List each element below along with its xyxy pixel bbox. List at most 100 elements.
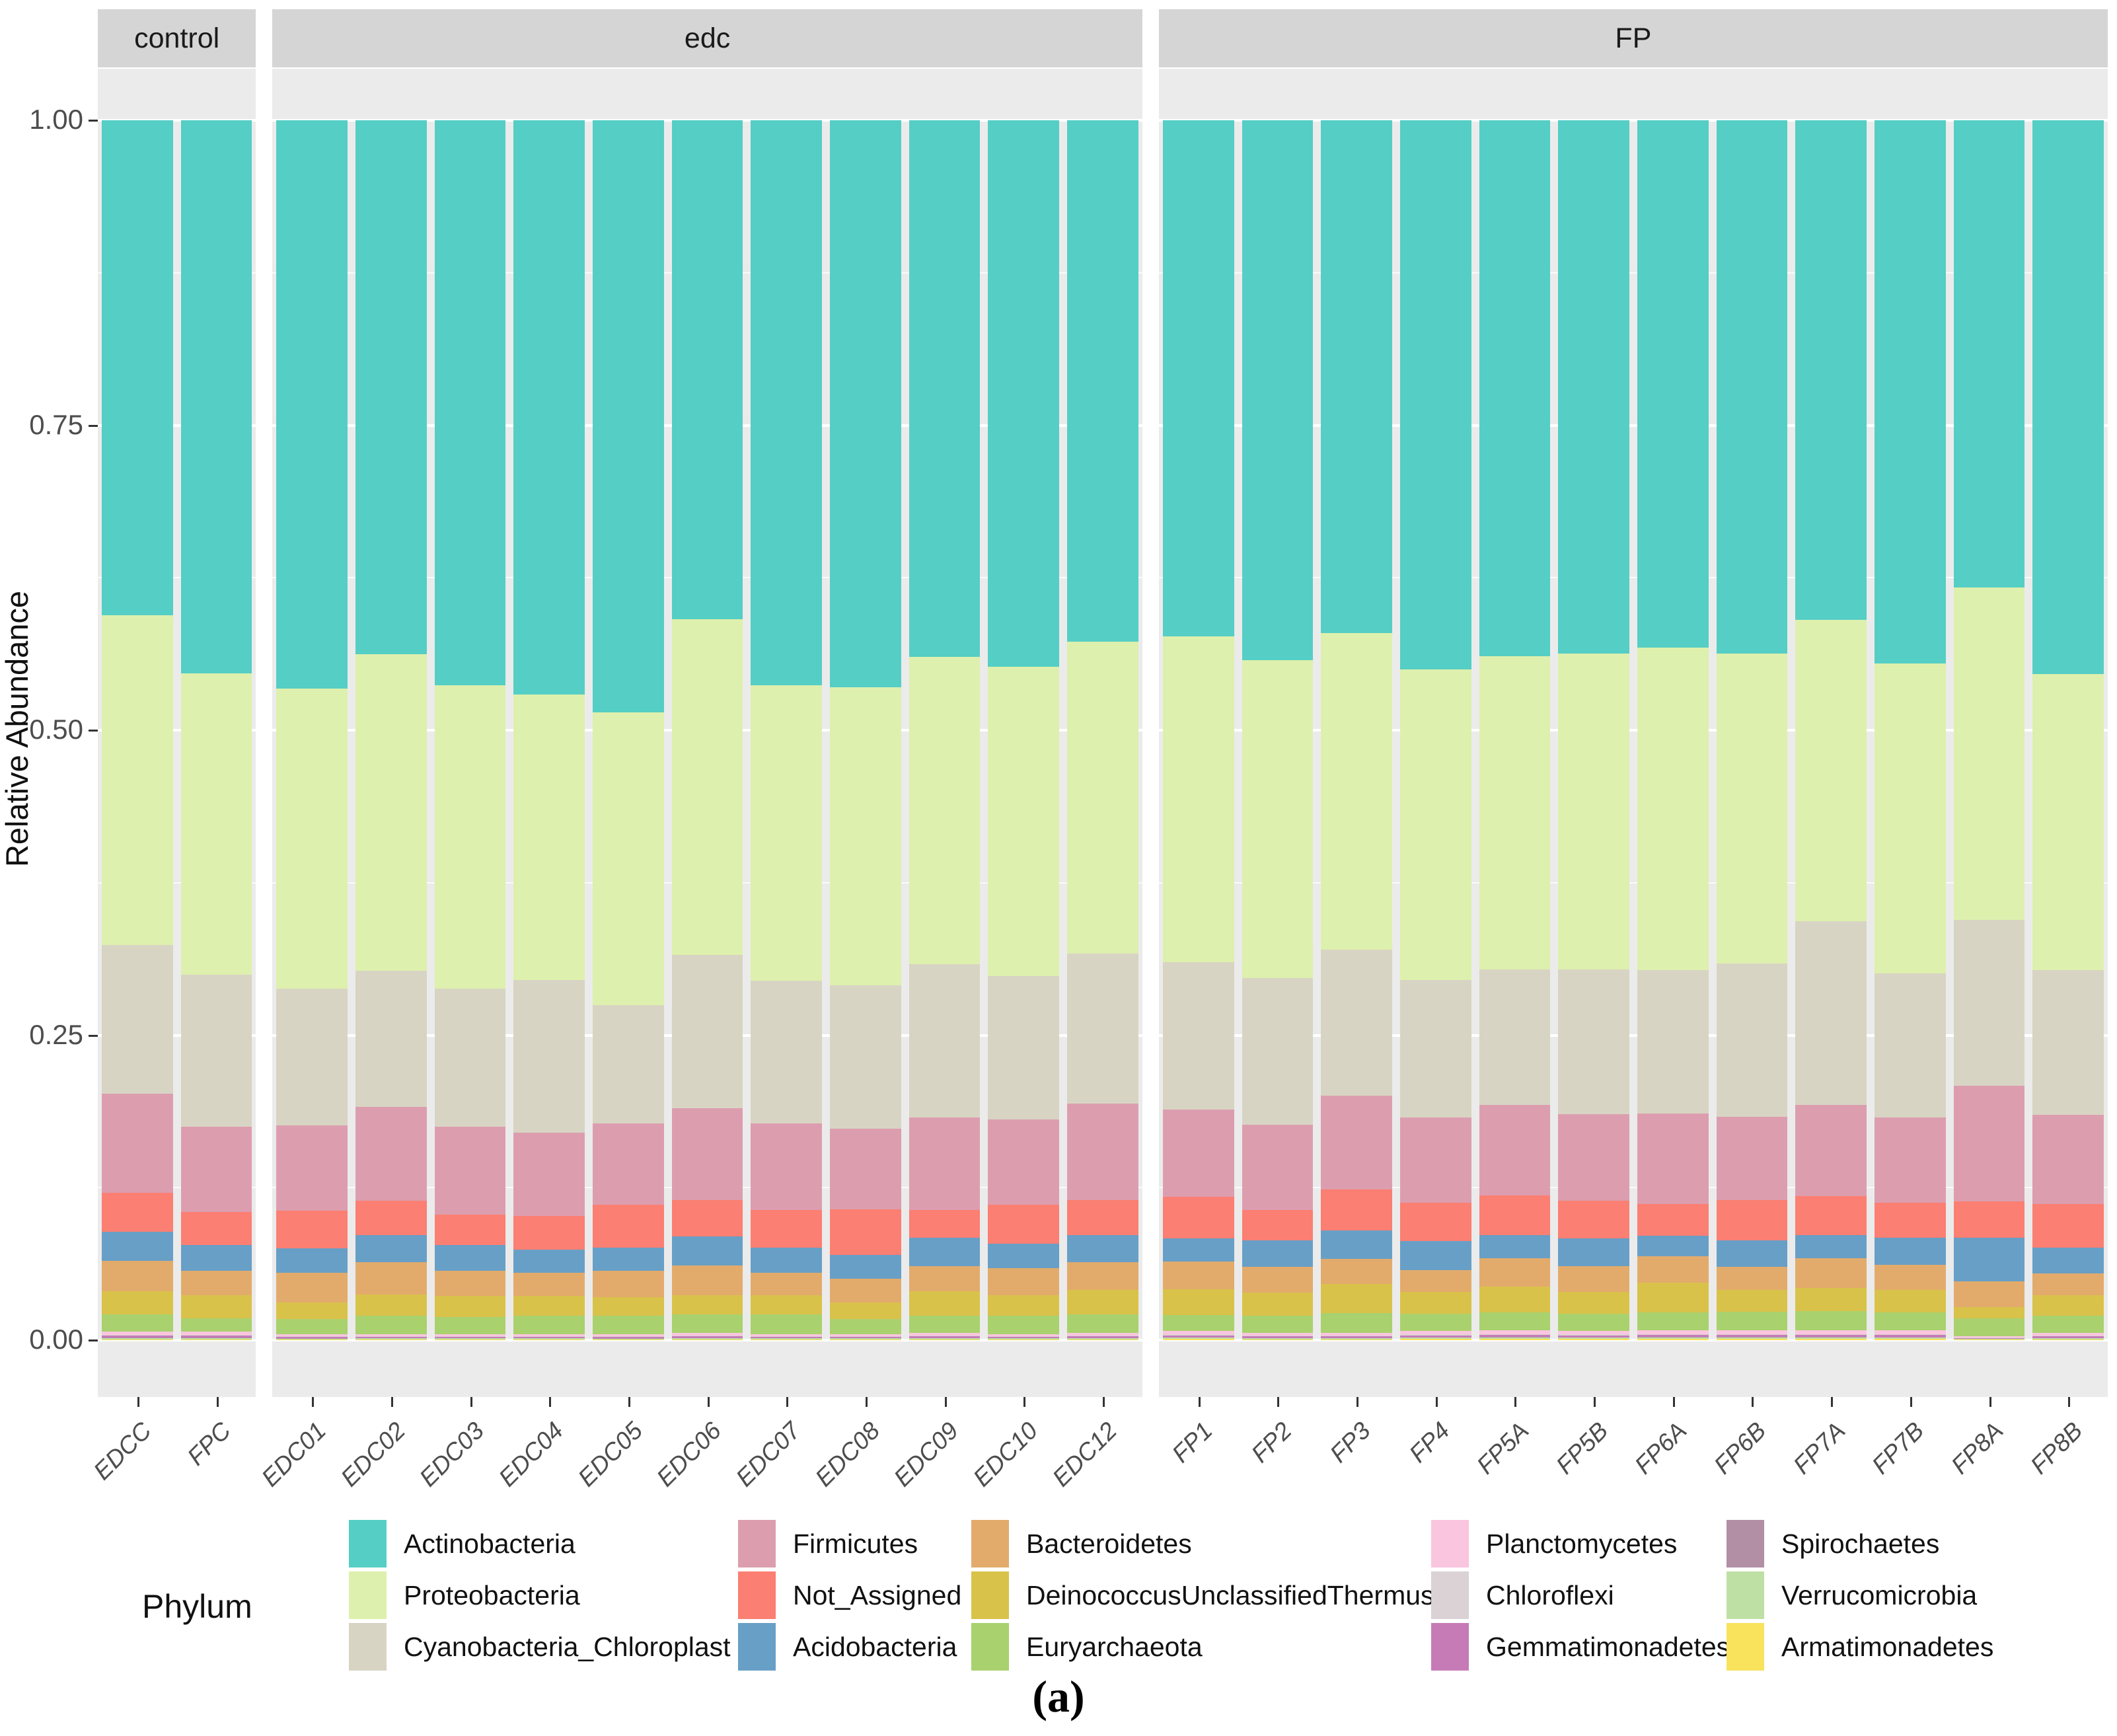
segment-Planctomycetes (1242, 1332, 1314, 1336)
stacked-bar-FP6B (1716, 120, 1788, 1340)
segment-Cyanobacteria_Chloroplast (1637, 969, 1709, 1114)
segment-Chloroflexi (1162, 1334, 1234, 1336)
gridline-minor (1158, 882, 2108, 884)
segment-DeinococcusUnclassifiedThermus (671, 1295, 743, 1315)
facet-strip: edc (272, 9, 1142, 67)
segment-Planctomycetes (101, 1331, 173, 1335)
segment-Acidobacteria (276, 1248, 348, 1273)
segment-Bacteroidetes (1716, 1267, 1788, 1291)
segment-Cyanobacteria_Chloroplast (1067, 954, 1138, 1104)
segment-Planctomycetes (1637, 1330, 1709, 1335)
bar-slot (984, 120, 1063, 1340)
segment-DeinococcusUnclassifiedThermus (1716, 1290, 1788, 1312)
segment-Planctomycetes (1067, 1332, 1138, 1336)
segment-Firmicutes (1067, 1104, 1138, 1200)
gridline-minor (1158, 1187, 2108, 1189)
stacked-bar-FP1 (1162, 120, 1234, 1340)
segment-Planctomycetes (1399, 1330, 1471, 1335)
stacked-bar-FP5A (1479, 120, 1551, 1340)
x-label-cell: FP8B (2024, 1408, 2108, 1520)
segment-Cyanobacteria_Chloroplast (513, 980, 585, 1133)
segment-Gemmatimonadetes (1953, 1338, 2025, 1340)
segment-Firmicutes (1321, 1095, 1392, 1189)
segment-Verrucomicrobia (1637, 1338, 1709, 1340)
x-tick-cell (589, 1397, 668, 1408)
segment-Proteobacteria (1875, 663, 1946, 974)
segment-Actinobacteria (1399, 120, 1471, 670)
facet-panel-FP: FP FP1 FP2 FP3 FP4 FP5A FP5B FP6A FP6B FP7A FP7B FP… (1158, 9, 2108, 1520)
segment-DeinococcusUnclassifiedThermus (1953, 1307, 2025, 1318)
segment-Bacteroidetes (1953, 1281, 2025, 1308)
segment-Proteobacteria (180, 673, 252, 975)
segment-Cyanobacteria_Chloroplast (593, 1004, 664, 1123)
x-label-cell: FP5A (1471, 1408, 1555, 1520)
segment-Cyanobacteria_Chloroplast (1242, 978, 1314, 1125)
segment-Chloroflexi (434, 1336, 506, 1337)
segment-Verrucomicrobia (1067, 1338, 1138, 1340)
x-tick-cell (431, 1397, 510, 1408)
legend-swatch (971, 1571, 1009, 1619)
x-axis-label-FP8B: FP8B (2024, 1417, 2088, 1480)
segment-Acidobacteria (1875, 1238, 1946, 1265)
bar-slot (1238, 120, 1318, 1340)
x-tick-mark (628, 1397, 630, 1407)
legend: Phylum Actinobacteria Proteobacteria Cyano… (0, 1515, 2117, 1680)
legend-key-Chloroflexi: Chloroflexi (1431, 1571, 1730, 1619)
segment-Proteobacteria (1242, 660, 1314, 979)
x-tick-cell (1159, 1397, 1238, 1408)
segment-Not_Assigned (1795, 1196, 1867, 1236)
legend-label: Spirochaetes (1781, 1528, 1940, 1559)
legend-label: Acidobacteria (793, 1631, 957, 1662)
segment-Cyanobacteria_Chloroplast (1162, 962, 1234, 1110)
segment-Cyanobacteria_Chloroplast (751, 981, 823, 1123)
segment-Spirochaetes (1479, 1337, 1551, 1338)
segment-Gemmatimonadetes (909, 1336, 981, 1338)
x-tick-cell (1633, 1397, 1713, 1408)
segment-Armatimonadetes (1637, 1339, 1709, 1340)
segment-Acidobacteria (1242, 1240, 1314, 1267)
x-ticks-row (272, 1397, 1142, 1408)
segment-Gemmatimonadetes (1399, 1335, 1471, 1338)
segment-Firmicutes (1242, 1124, 1314, 1210)
figure-caption: (a) (1032, 1671, 1085, 1721)
x-tick-mark (1594, 1397, 1596, 1407)
legend-swatch (349, 1623, 387, 1671)
y-tick-mark (89, 120, 98, 122)
segment-Planctomycetes (180, 1331, 252, 1335)
segment-Actinobacteria (1242, 120, 1314, 660)
segment-Planctomycetes (593, 1334, 664, 1337)
segment-Proteobacteria (1067, 642, 1138, 954)
segment-Actinobacteria (1875, 120, 1946, 663)
x-tick-mark (1198, 1397, 1201, 1407)
legend-key-Actinobacteria: Actinobacteria (349, 1520, 731, 1567)
segment-Firmicutes (101, 1094, 173, 1193)
x-axis-label-EDC01: EDC01 (256, 1417, 332, 1492)
segment-Euryarchaeota (180, 1318, 252, 1332)
segment-Bacteroidetes (1067, 1262, 1138, 1291)
segment-Chloroflexi (1637, 1334, 1709, 1336)
segment-Firmicutes (355, 1107, 427, 1201)
segment-Proteobacteria (751, 685, 823, 981)
segment-Actinobacteria (434, 120, 506, 685)
segment-Not_Assigned (909, 1209, 981, 1238)
legend-label: Cyanobacteria_Chloroplast (404, 1631, 731, 1662)
x-label-cell: EDC08 (810, 1408, 905, 1520)
segment-Bacteroidetes (1162, 1261, 1234, 1290)
segment-Chloroflexi (513, 1336, 585, 1337)
segment-Spirochaetes (355, 1338, 427, 1339)
segment-Planctomycetes (355, 1334, 427, 1337)
segment-Acidobacteria (988, 1244, 1060, 1269)
segment-Spirochaetes (593, 1338, 664, 1339)
x-tick-cell (509, 1397, 589, 1408)
segment-DeinococcusUnclassifiedThermus (593, 1297, 664, 1316)
segment-Not_Assigned (1558, 1200, 1629, 1238)
segment-Gemmatimonadetes (1875, 1335, 1946, 1338)
gridline-major (98, 1339, 256, 1341)
segment-DeinococcusUnclassifiedThermus (101, 1291, 173, 1315)
bars-row (272, 120, 1142, 1340)
segment-Euryarchaeota (1399, 1314, 1471, 1331)
segment-Firmicutes (1875, 1117, 1946, 1203)
x-label-cell: EDC12 (1047, 1408, 1142, 1520)
gridline-major (98, 1034, 256, 1037)
